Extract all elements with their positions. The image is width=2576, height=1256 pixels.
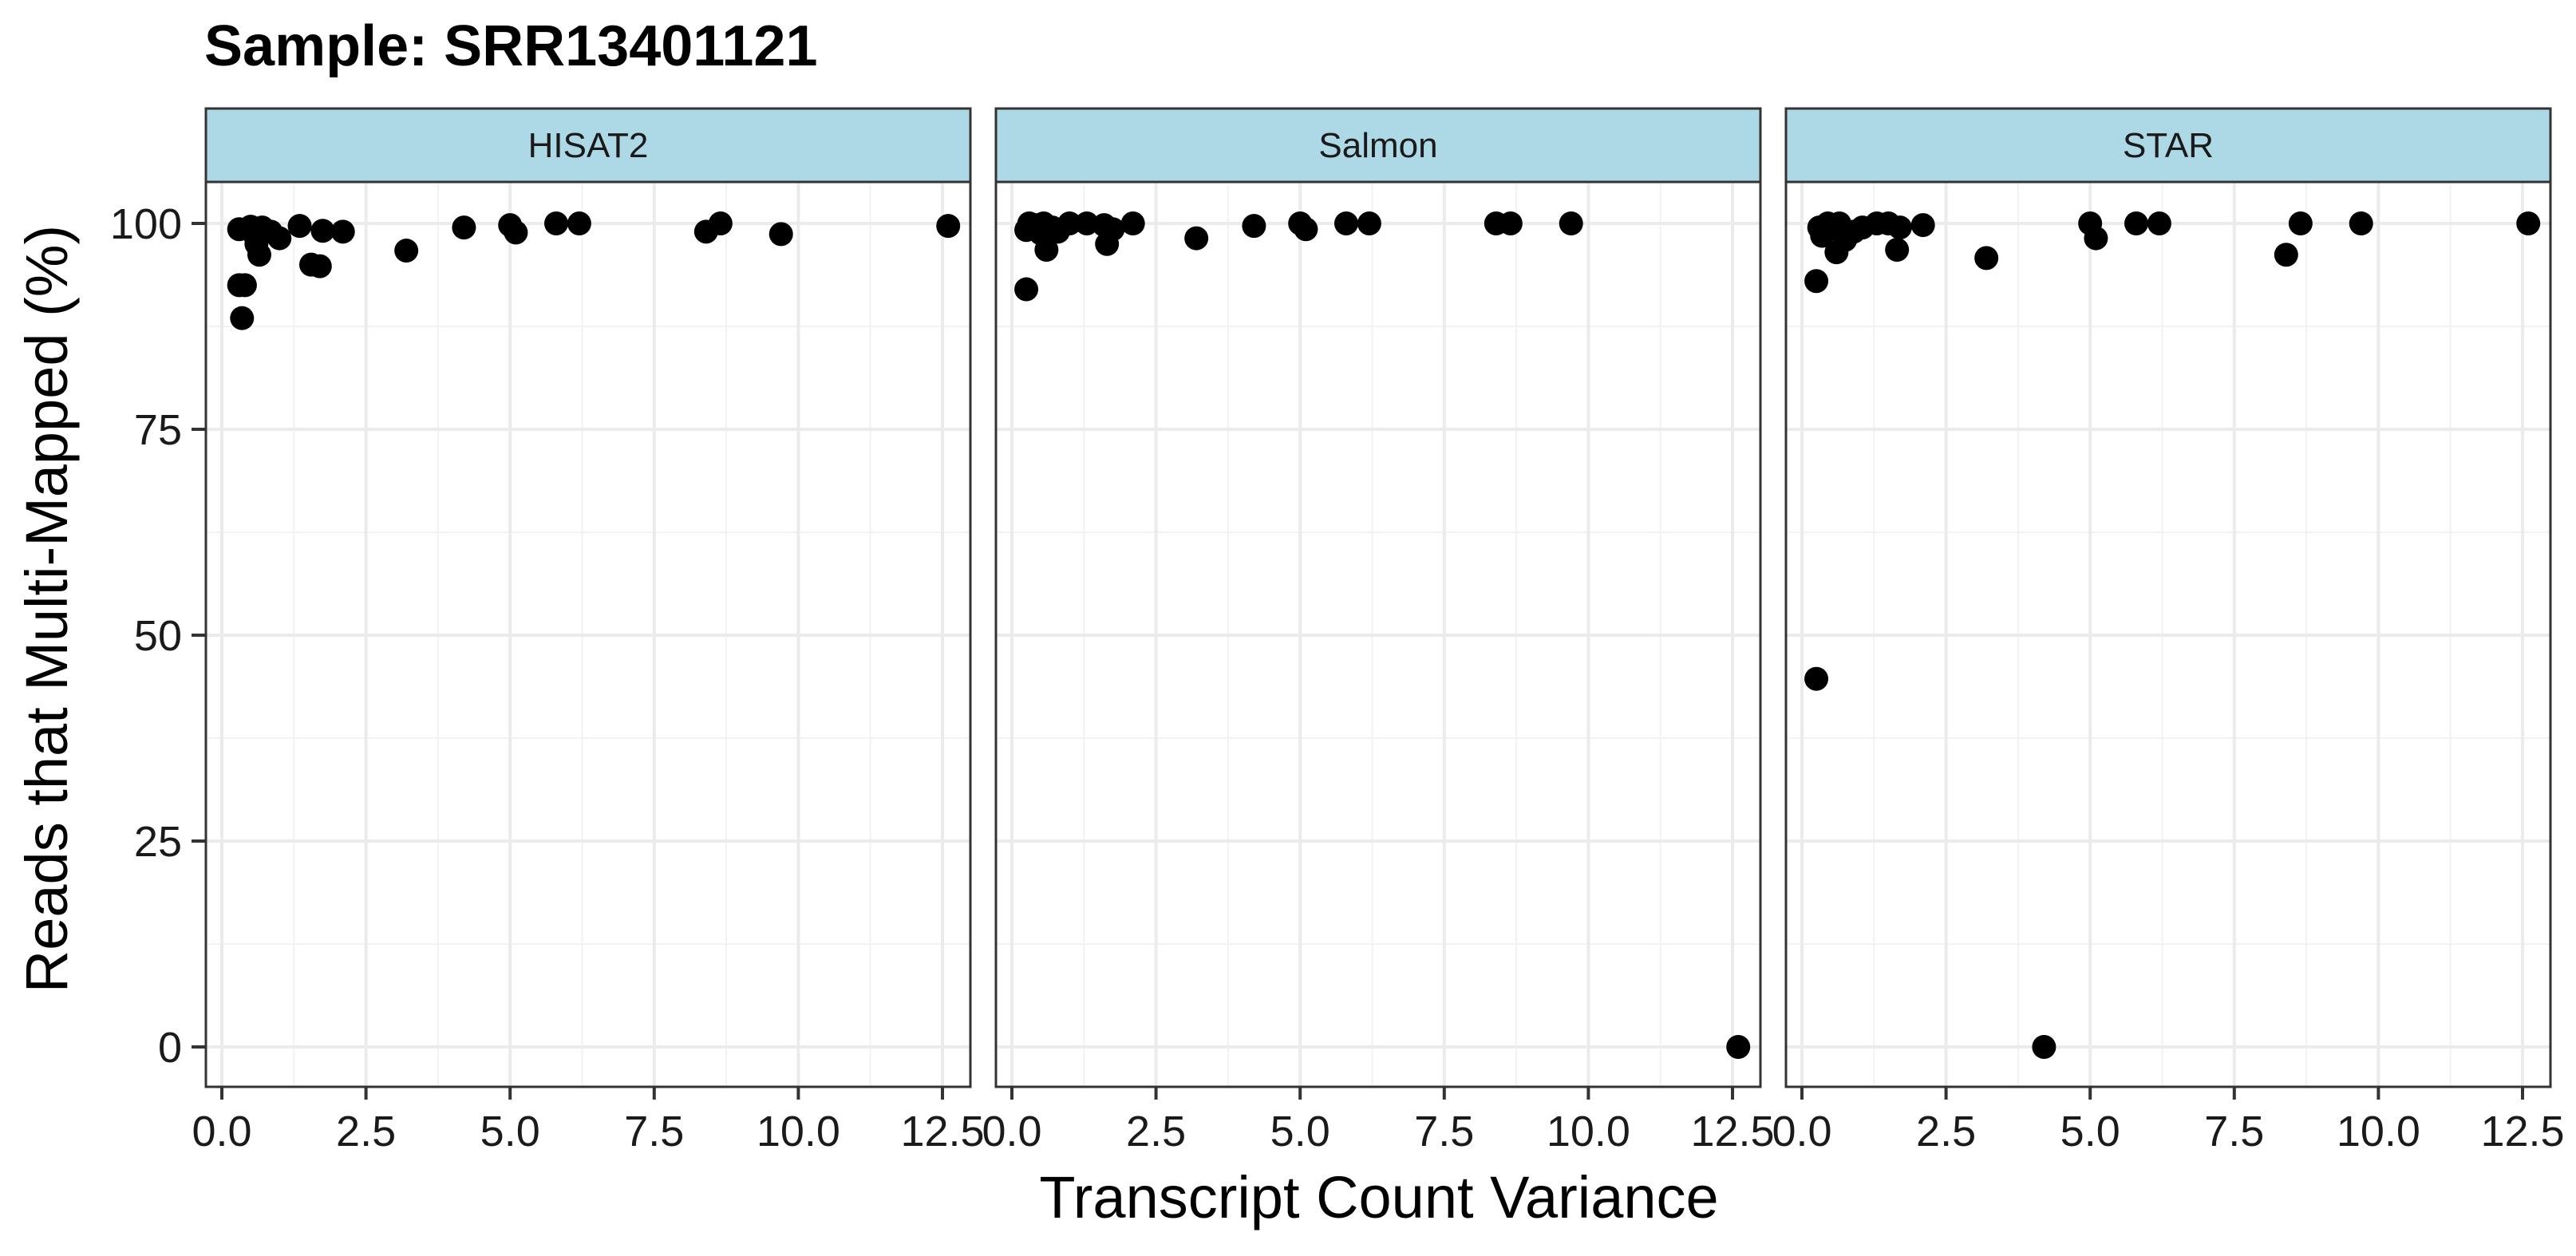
x-tick-label: 7.5 [624, 1108, 684, 1155]
x-tick-label: 5.0 [480, 1108, 540, 1155]
data-point [504, 220, 528, 245]
data-point [1498, 211, 1523, 235]
data-point [1885, 238, 1910, 263]
x-tick-label: 10.0 [2337, 1108, 2420, 1155]
data-point [2124, 211, 2148, 235]
facet-panels: HISAT2 0.0 2.5 5.0 7.5 10.0 12.5 Salmon 0.0 2.5 5.… [192, 107, 2565, 1155]
data-point [1034, 238, 1059, 263]
data-point [1910, 213, 1935, 238]
x-tick-label: 2.5 [1126, 1108, 1186, 1155]
data-point [1804, 269, 1829, 294]
x-tick-label: 7.5 [1414, 1108, 1474, 1155]
data-point [1057, 211, 1082, 235]
data-point [287, 214, 312, 239]
x-tick-label: 2.5 [336, 1108, 396, 1155]
data-point [452, 215, 476, 240]
data-point [708, 211, 733, 235]
data-point [307, 254, 332, 278]
data-point [2349, 211, 2373, 235]
data-point [1887, 215, 1912, 240]
data-point [1242, 214, 1266, 239]
x-tick-label: 10.0 [757, 1108, 840, 1155]
data-point [330, 219, 355, 244]
x-tick-label: 2.5 [1916, 1108, 1976, 1155]
data-point [232, 273, 257, 298]
data-point [1726, 1035, 1751, 1059]
facet-strip [204, 107, 972, 184]
data-point [2274, 243, 2298, 267]
facet-strip-label: STAR [2123, 126, 2214, 165]
data-point [1333, 211, 1358, 235]
x-tick-label: 5.0 [2060, 1108, 2120, 1155]
x-tick-label: 5.0 [1270, 1108, 1330, 1155]
data-point [394, 239, 419, 263]
data-point [230, 306, 255, 330]
data-point [1100, 217, 1125, 242]
x-tick-label: 7.5 [2204, 1108, 2264, 1155]
data-point [2288, 211, 2313, 235]
data-point [2084, 226, 2108, 251]
data-point [1014, 277, 1039, 302]
facet-panel-star: STAR 0.0 2.5 5.0 7.5 10.0 12.5 [1772, 107, 2565, 1155]
data-point [1120, 211, 1145, 235]
facet-panel-salmon: Salmon 0.0 2.5 5.0 7.5 10.0 12.5 [982, 107, 1775, 1155]
y-tick-label: 25 [134, 818, 182, 866]
data-point [247, 243, 271, 267]
data-point [936, 214, 961, 239]
data-point [1804, 666, 1829, 691]
data-point [567, 211, 591, 235]
data-point [1357, 211, 1381, 235]
data-point [768, 222, 793, 247]
y-tick-label: 100 [110, 200, 182, 248]
data-point [267, 226, 292, 251]
data-point [1074, 211, 1099, 235]
x-tick-label: 0.0 [192, 1108, 251, 1155]
y-axis-title: Reads that Multi-Mapped (%) [14, 225, 80, 993]
x-tick-label: 10.0 [1547, 1108, 1630, 1155]
y-tick-label: 75 [134, 406, 182, 454]
y-axis: 0 25 50 75 100 [110, 200, 206, 1072]
x-tick-label: 12.5 [2480, 1108, 2564, 1155]
data-point [2516, 211, 2541, 235]
data-point [1974, 246, 1999, 271]
x-tick-label: 0.0 [982, 1108, 1041, 1155]
chart-title: Sample: SRR13401121 [204, 14, 817, 78]
data-point [2032, 1035, 2056, 1059]
data-point [2147, 211, 2171, 235]
x-tick-label: 12.5 [900, 1108, 984, 1155]
data-point [1294, 217, 1318, 242]
facet-strip [1784, 107, 2552, 184]
facet-strip-label: HISAT2 [528, 126, 649, 165]
y-tick-label: 0 [158, 1024, 182, 1072]
x-axis-title: Transcript Count Variance [1039, 1164, 1718, 1230]
data-point [1184, 226, 1209, 251]
x-tick-label: 0.0 [1772, 1108, 1831, 1155]
facet-panel-hisat2: HISAT2 0.0 2.5 5.0 7.5 10.0 12.5 [192, 107, 985, 1155]
data-point [543, 211, 568, 235]
data-point [310, 219, 335, 243]
data-point [1559, 211, 1583, 235]
y-tick-label: 50 [134, 612, 182, 660]
facet-strip [994, 107, 1762, 184]
facet-strip-label: Salmon [1318, 126, 1437, 165]
x-tick-label: 12.5 [1690, 1108, 1774, 1155]
